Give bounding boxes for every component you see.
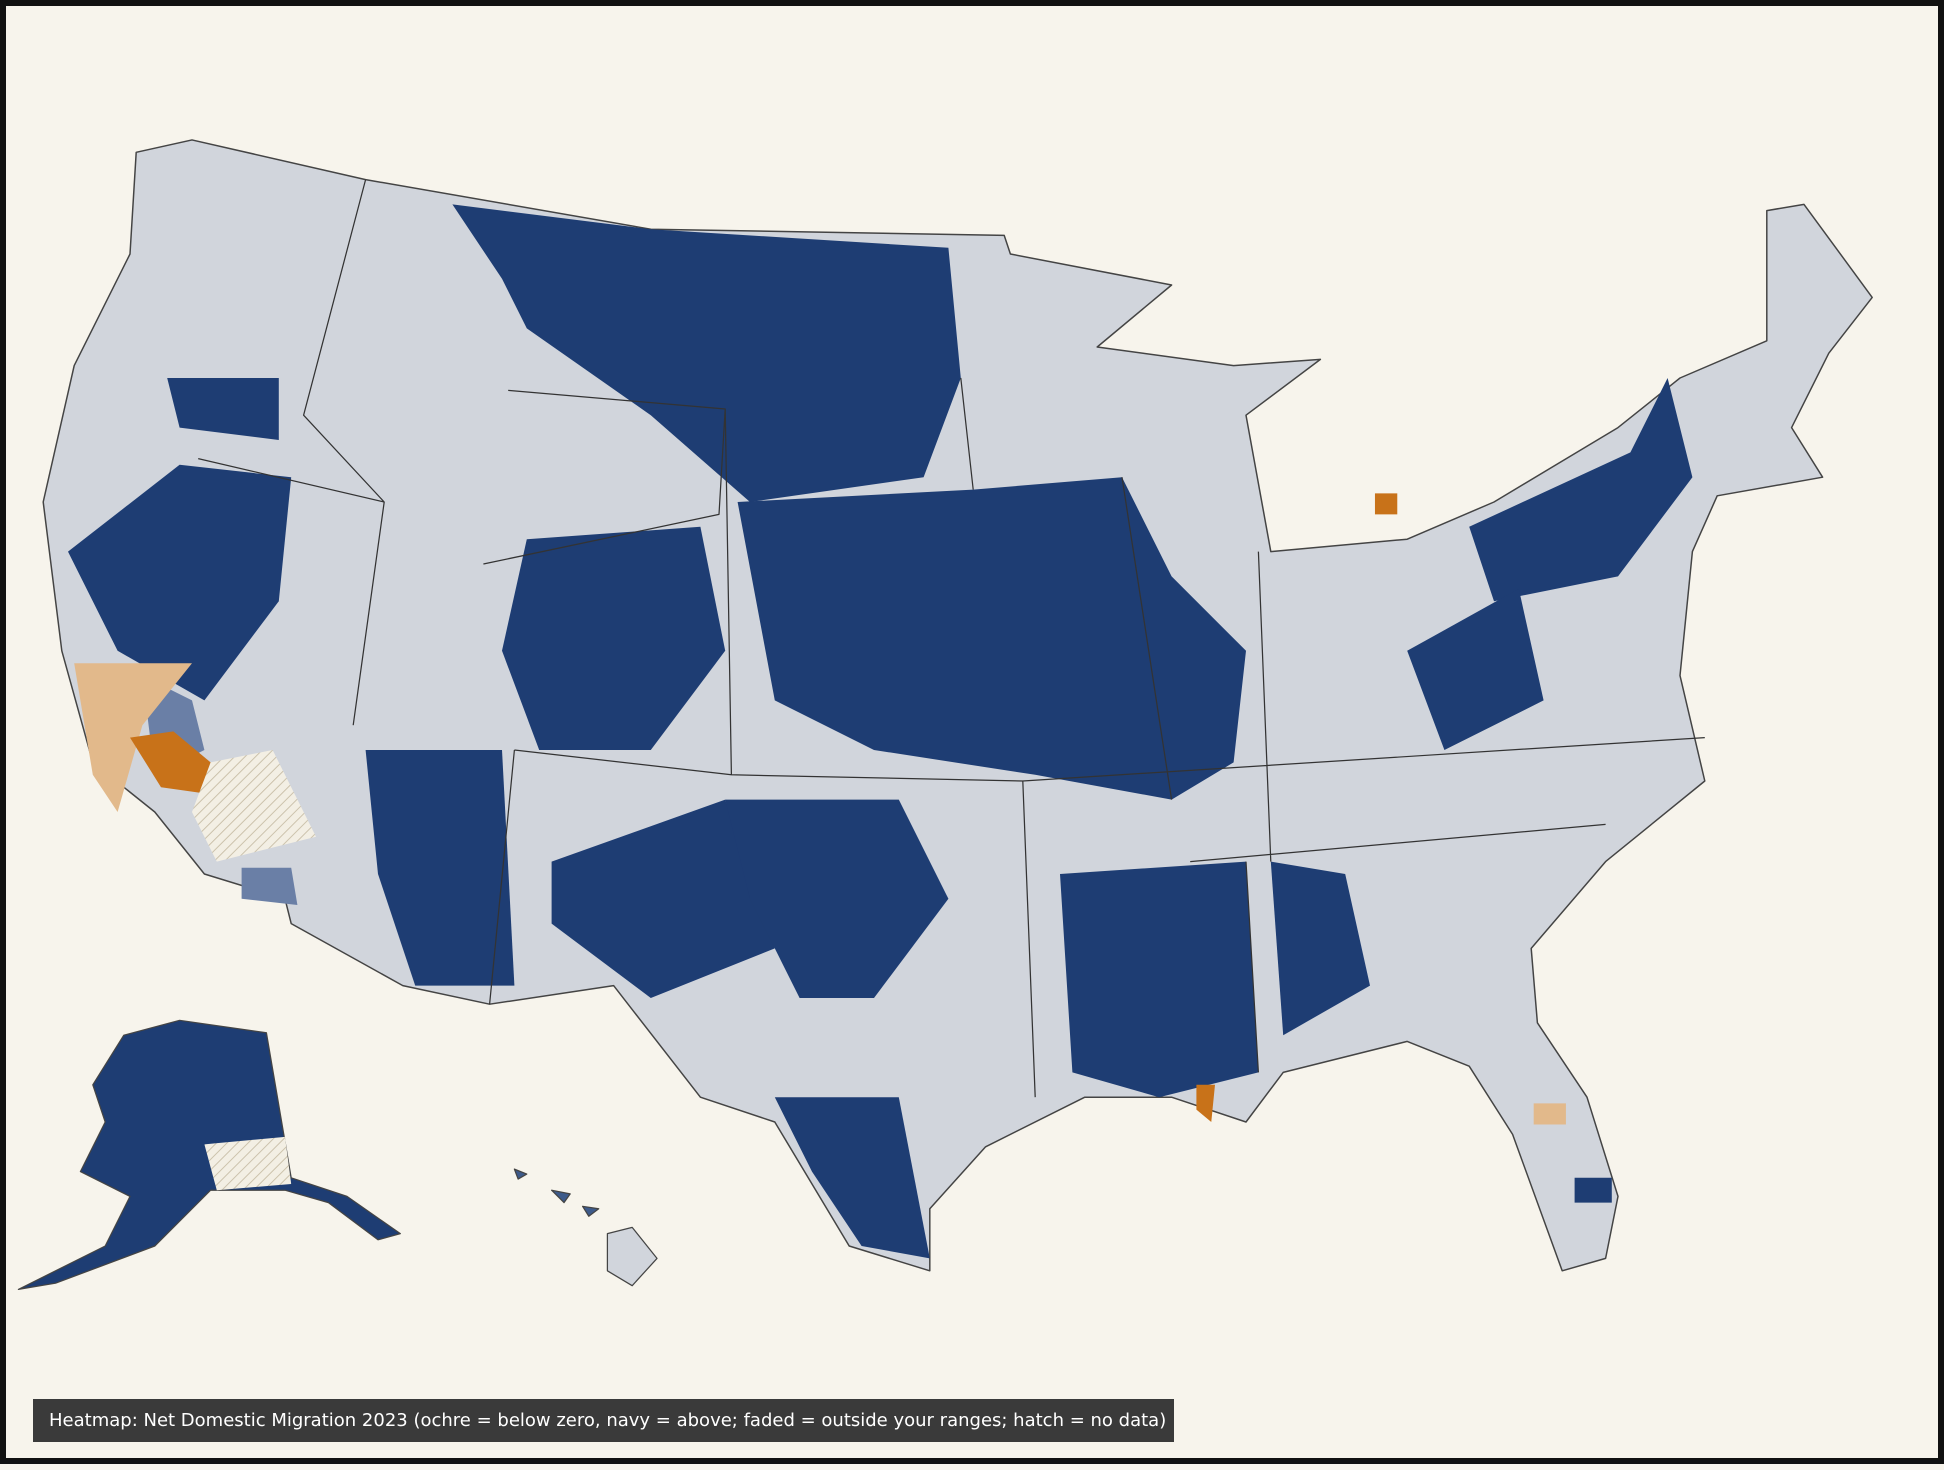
border: [198, 179, 1705, 1098]
region: [725, 799, 949, 998]
region: [774, 1097, 930, 1259]
region: [68, 464, 292, 701]
no-data-region: [192, 750, 316, 862]
state-borders: [198, 179, 1705, 1098]
region: [241, 867, 298, 905]
below-zero-regions: [130, 493, 1398, 1122]
region: [502, 526, 726, 750]
region: [551, 799, 775, 998]
region: [167, 378, 279, 440]
above-zero-regions: [68, 204, 1693, 1259]
region: [1574, 1177, 1612, 1203]
region: [1407, 588, 1544, 750]
legend-caption: Heatmap: Net Domestic Migration 2023 (oc…: [33, 1399, 1174, 1442]
region: [1374, 493, 1398, 515]
region: [1533, 1103, 1566, 1125]
region: [1270, 861, 1370, 1036]
region: [365, 750, 515, 986]
region: [130, 731, 211, 794]
hawaii: [606, 1226, 658, 1287]
map: [17, 139, 1873, 1291]
region: [737, 477, 1246, 800]
region: [1469, 378, 1693, 602]
hawaii-islands: [513, 1168, 600, 1217]
alaska-no-data: [204, 1136, 292, 1191]
region: [1060, 861, 1259, 1098]
region: [452, 204, 961, 502]
region: [1196, 1084, 1215, 1122]
